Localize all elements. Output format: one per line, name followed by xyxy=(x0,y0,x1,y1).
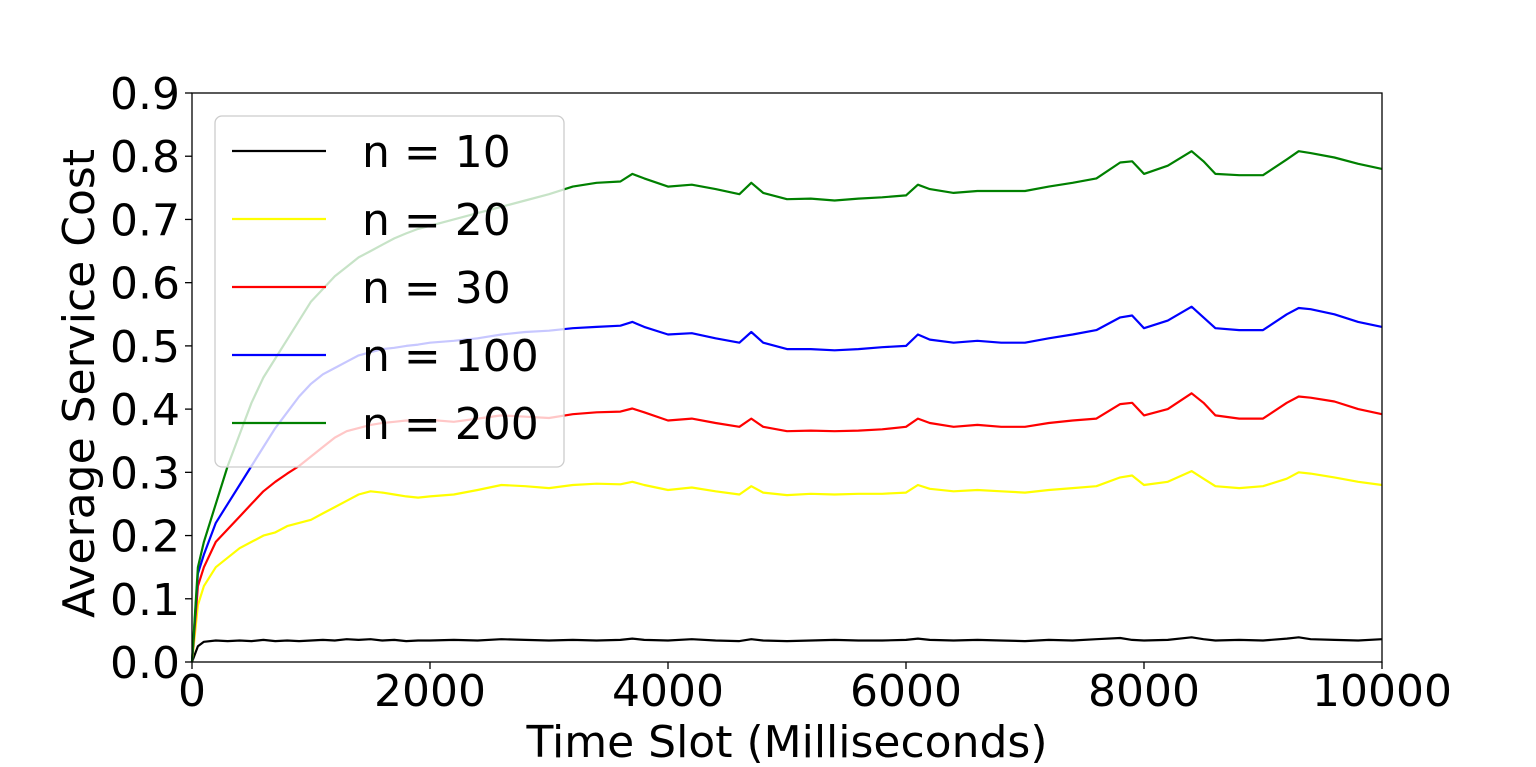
y-tick-label: 0.1 xyxy=(110,575,180,626)
legend-label: n = 100 xyxy=(362,331,539,382)
y-axis-label: Average Service Cost xyxy=(54,149,105,618)
x-tick-label: 0 xyxy=(178,666,206,717)
x-tick-label: 4000 xyxy=(612,666,724,717)
y-tick-label: 0.9 xyxy=(110,69,180,120)
series-line-2 xyxy=(190,470,1383,663)
plot-frame xyxy=(191,92,1383,663)
legend-label: n = 200 xyxy=(362,399,539,450)
legend-label: n = 20 xyxy=(362,195,511,246)
legend-label: n = 10 xyxy=(362,127,511,178)
y-axis: 0.0 0.1 0.2 0.3 0.4 0.5 0.6 0.7 0.8 0.9 xyxy=(110,69,192,689)
y-tick-label: 0.5 xyxy=(110,322,180,373)
legend: n = 10 n = 20 n = 30 n = 100 n = 200 xyxy=(214,115,565,468)
series-line-1 xyxy=(190,636,1383,663)
legend-frame xyxy=(214,115,565,468)
x-axis-label: Time Slot (Milliseconds) xyxy=(525,717,1047,767)
x-tick-label: 6000 xyxy=(850,666,962,717)
y-tick-label: 0.2 xyxy=(110,512,180,563)
y-tick-label: 0.4 xyxy=(110,385,180,436)
legend-label: n = 30 xyxy=(362,263,511,314)
x-tick-label: 8000 xyxy=(1088,666,1200,717)
y-tick-label: 0.0 xyxy=(110,638,180,689)
y-tick-label: 0.3 xyxy=(110,448,180,499)
y-tick-label: 0.8 xyxy=(110,132,180,183)
y-tick-label: 0.7 xyxy=(110,195,180,246)
x-tick-label: 10000 xyxy=(1312,666,1452,717)
x-axis: 0 2000 4000 6000 8000 10000 xyxy=(178,662,1452,717)
x-tick-label: 2000 xyxy=(374,666,486,717)
y-tick-label: 0.6 xyxy=(110,259,180,310)
